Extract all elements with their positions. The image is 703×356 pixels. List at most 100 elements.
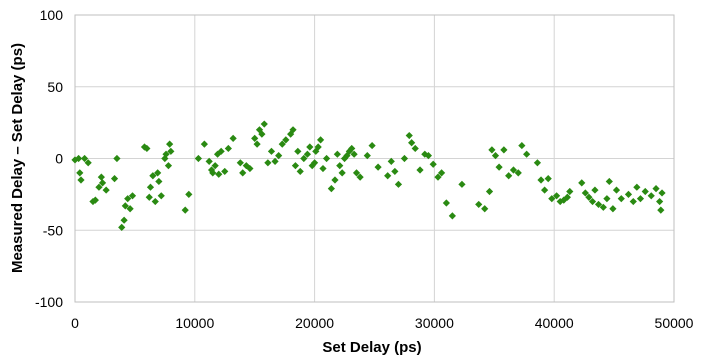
data-point	[181, 206, 189, 214]
data-point	[113, 154, 121, 163]
data-point	[387, 157, 395, 165]
data-point	[333, 150, 341, 158]
data-point	[437, 169, 446, 177]
data-point	[278, 140, 286, 148]
data-point	[581, 189, 589, 197]
data-point	[636, 195, 645, 203]
data-point	[126, 205, 134, 213]
data-point	[338, 169, 346, 177]
data-point	[594, 200, 603, 209]
data-point	[384, 172, 392, 180]
data-point	[352, 169, 361, 177]
data-point	[652, 185, 660, 193]
x-tick-label: 0	[71, 315, 79, 331]
y-tick-label: 50	[47, 79, 63, 95]
data-point	[118, 223, 126, 231]
data-point	[77, 176, 85, 184]
data-point	[442, 199, 450, 207]
data-point	[185, 190, 193, 198]
data-point	[221, 167, 229, 176]
data-point	[110, 174, 119, 183]
data-point	[612, 186, 621, 194]
data-point	[80, 154, 89, 163]
data-point	[258, 130, 266, 138]
data-point	[322, 154, 331, 163]
data-point	[149, 172, 157, 180]
data-point	[599, 203, 607, 211]
data-point	[475, 200, 483, 209]
data-point	[518, 141, 526, 150]
data-point	[306, 143, 314, 151]
data-point	[246, 164, 254, 173]
x-tick-labels: 0 10000 20000 30000 40000 50000	[71, 315, 694, 331]
data-point	[585, 193, 593, 201]
data-point	[253, 140, 261, 148]
data-point	[224, 144, 232, 153]
data-point	[391, 167, 399, 176]
data-point	[336, 162, 344, 170]
data-point	[260, 120, 268, 128]
data-point	[282, 136, 290, 144]
data-point	[74, 154, 83, 163]
data-point	[434, 173, 442, 181]
data-point	[157, 192, 165, 200]
data-point	[91, 196, 99, 204]
data-point	[300, 154, 308, 163]
y-axis-title: Measured Delay – Set Delay (ps)	[9, 43, 26, 273]
data-point	[294, 147, 302, 155]
data-point	[656, 197, 664, 206]
data-point	[289, 126, 297, 134]
data-point	[121, 202, 129, 210]
data-point	[239, 169, 247, 177]
y-tick-labels: -100 -50 0 50 100	[35, 7, 63, 310]
x-tick-label: 20000	[295, 315, 334, 331]
data-point	[424, 152, 433, 160]
x-tick-label: 50000	[655, 315, 694, 331]
data-point	[95, 183, 103, 191]
data-point	[533, 159, 542, 167]
data-point	[205, 157, 213, 165]
data-point	[296, 167, 304, 176]
y-tick-label: 0	[55, 151, 63, 167]
data-point	[629, 197, 637, 206]
data-point	[84, 159, 92, 167]
data-point	[89, 197, 97, 206]
data-point	[588, 197, 597, 206]
data-point	[500, 146, 508, 154]
data-point	[209, 169, 217, 177]
data-point	[641, 187, 649, 196]
data-point	[405, 131, 413, 140]
data-point	[102, 186, 110, 194]
data-point	[340, 154, 349, 163]
data-point	[363, 152, 371, 160]
data-point	[481, 205, 489, 213]
data-point	[124, 195, 132, 203]
data-point	[411, 144, 419, 153]
data-point	[647, 192, 655, 200]
data-point	[429, 160, 437, 168]
data-point	[591, 186, 599, 194]
data-point	[98, 179, 107, 187]
data-point	[155, 177, 163, 186]
data-point	[544, 174, 552, 183]
data-point	[303, 150, 312, 158]
data-point	[143, 144, 151, 153]
data-point	[605, 177, 613, 186]
x-tick-label: 40000	[535, 315, 574, 331]
data-point	[495, 163, 503, 171]
data-point	[488, 146, 496, 154]
x-tick-label: 10000	[175, 315, 214, 331]
data-point	[563, 193, 571, 201]
data-point	[146, 183, 155, 191]
data-points	[71, 120, 666, 231]
data-point	[251, 134, 259, 143]
data-point	[166, 140, 174, 148]
data-point	[491, 152, 500, 160]
data-point	[291, 162, 300, 170]
x-axis-title: Set Delay (ps)	[322, 339, 421, 356]
data-point	[408, 139, 416, 147]
data-point	[416, 166, 424, 174]
data-point	[267, 147, 276, 155]
data-point	[164, 162, 173, 170]
